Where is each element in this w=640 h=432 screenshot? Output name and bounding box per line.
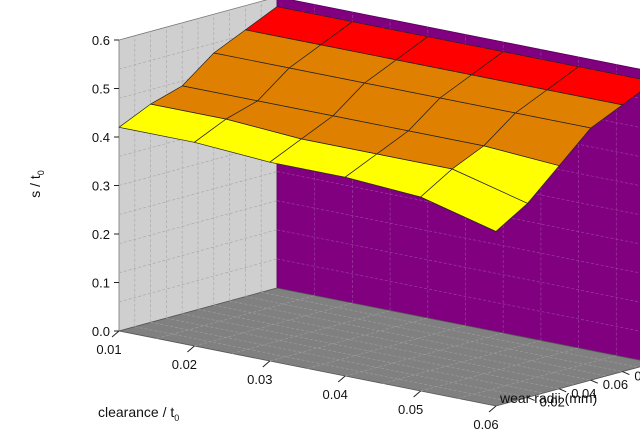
x-tick-label: 0.01 (96, 342, 121, 357)
floor-gridline (245, 296, 623, 372)
x-tick-label: 0.03 (247, 372, 272, 387)
x-tick-mark (413, 390, 421, 398)
y-tick-label: 0.06 (603, 377, 628, 392)
x-tick-mark (337, 375, 346, 383)
x-tick-label: 0.06 (473, 417, 498, 432)
z-tick-label: 0.1 (92, 276, 110, 291)
floor-gridline (382, 340, 541, 384)
z-tick-label: 0.4 (92, 130, 110, 145)
y-tick-label: 0.08 (634, 369, 640, 384)
x-tick-mark (488, 405, 497, 413)
floor-gridline (269, 317, 428, 362)
z-tick-label: 0.5 (92, 82, 110, 97)
x-tick-label: 0.05 (398, 402, 423, 417)
x-tick-mark (111, 330, 120, 338)
y-tick-label: 0.04 (571, 386, 596, 401)
z-tick-label: 0.6 (92, 33, 110, 48)
floor-gridline (229, 300, 607, 377)
floor-gridline (213, 304, 591, 381)
surface-mesh (118, 6, 640, 232)
y-axis-title: wear radii (mm) (499, 390, 597, 406)
x-tick-label: 0.04 (323, 387, 348, 402)
z-tick-label: 0.0 (92, 324, 110, 339)
floor-gridline (420, 347, 579, 392)
x-tick-mark (187, 345, 195, 353)
y-tick-mark (590, 379, 598, 384)
side-wall-gridline (276, 258, 640, 332)
axis-ticks: 0.0 0.1 0.2 0.3 0.4 0.5 0.6 0.01 0.02 0.03 0.04 0.0… (92, 33, 640, 432)
floor (118, 287, 640, 407)
back-wall-gridline (118, 229, 278, 274)
y-tick-mark (527, 396, 535, 401)
floor-gridline (197, 309, 576, 385)
y-tick-mark (622, 371, 630, 376)
z-axis-title: s / t0 (27, 170, 46, 198)
back-wall-gridline (118, 258, 278, 303)
x-axis-title: clearance / t0 (98, 404, 179, 423)
surface-patch (420, 168, 528, 232)
z-tick-label: 0.2 (92, 227, 110, 242)
side-wall-gridline (276, 229, 640, 303)
x-tick-mark (262, 360, 271, 368)
floor-gridline (156, 295, 315, 339)
z-tick-label: 0.3 (92, 179, 110, 194)
floor-gridline (345, 332, 504, 377)
y-tick-label: 0.02 (540, 394, 565, 409)
floor-gridline (166, 317, 544, 394)
floor-gridline (261, 291, 639, 368)
x-tick-label: 0.02 (172, 357, 197, 372)
y-tick-mark (559, 388, 567, 393)
floor-gridline (458, 355, 617, 399)
